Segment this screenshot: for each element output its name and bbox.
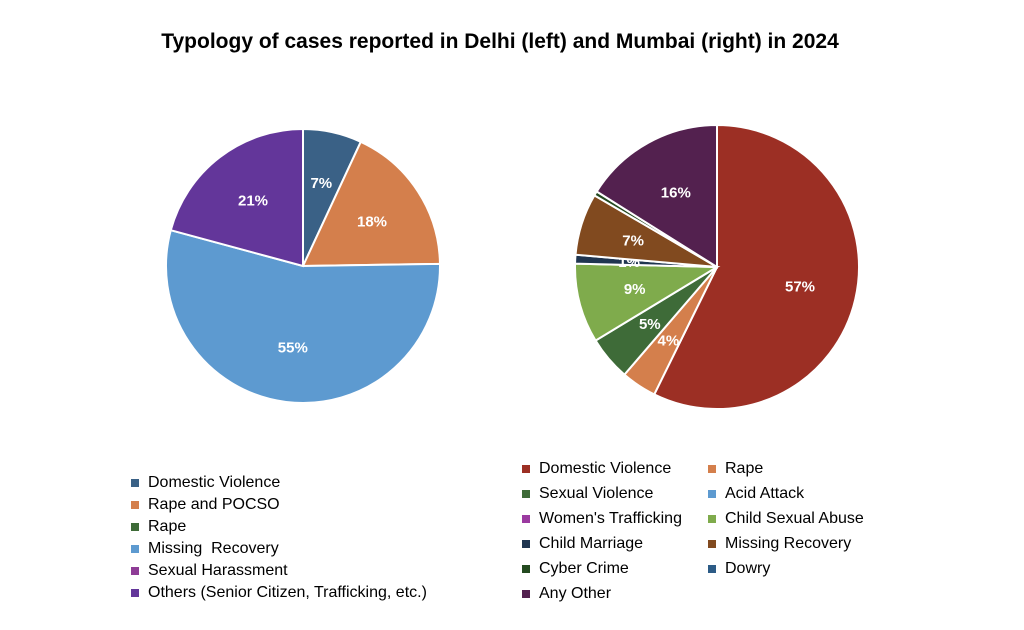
mumbai-slice-10 [595,123,718,269]
mumbai-legend-label-9: Dowry [725,560,771,577]
mumbai-data-label-5: 9% [624,281,646,298]
mumbai-legend-item-9: Dowry [708,558,908,580]
delhi-legend-item-2: Rape [131,516,427,538]
mumbai-legend-swatch-4 [522,515,530,523]
delhi-legend-item-0: Domestic Violence [131,472,427,494]
mumbai-legend-label-3: Acid Attack [725,485,805,502]
mumbai-legend-item-5: Child Sexual Abuse [708,508,908,530]
mumbai-legend-swatch-3 [708,490,716,498]
mumbai-data-label-0: 57% [785,278,815,295]
mumbai-legend-item-7: Missing Recovery [708,533,908,555]
delhi-legend-swatch-2 [131,523,139,531]
delhi-legend-swatch-4 [131,567,139,575]
delhi-slice-1 [301,140,441,268]
mumbai-legend-swatch-1 [708,465,716,473]
delhi-data-label-1: 18% [357,213,387,230]
mumbai-legend-item-2: Sexual Violence [522,483,708,505]
mumbai-legend-item-8: Cyber Crime [522,558,708,580]
delhi-legend-label-3: Missing Recovery [148,540,279,557]
mumbai-legend-label-5: Child Sexual Abuse [725,510,864,527]
mumbai-legend-swatch-9 [708,565,716,573]
mumbai-legend-swatch-2 [522,490,530,498]
delhi-legend-label-4: Sexual Harassment [148,562,288,579]
delhi-legend-label-5: Others (Senior Citizen, Trafficking, etc… [148,584,427,601]
mumbai-data-label-2: 5% [639,316,661,333]
delhi-legend-label-1: Rape and POCSO [148,496,280,513]
mumbai-legend-swatch-8 [522,565,530,573]
delhi-slice-3 [165,228,441,404]
mumbai-legend-item-10: Any Other [522,583,708,605]
mumbai-legend-label-6: Child Marriage [539,535,644,552]
delhi-data-label-0: 7% [310,175,332,192]
delhi-legend: Domestic Violence Rape and POCSO Rape Missi… [131,472,427,604]
delhi-pie: 7% 18% 55% 21% [165,127,441,404]
mumbai-legend-label-2: Sexual Violence [539,485,654,502]
delhi-legend-swatch-0 [131,479,139,487]
delhi-legend-item-4: Sexual Harassment [131,560,427,582]
mumbai-legend-item-0: Domestic Violence [522,458,708,480]
mumbai-legend-label-8: Cyber Crime [539,560,629,577]
mumbai-legend-label-10: Any Other [539,585,612,602]
chart-title: Typology of cases reported in Delhi (lef… [161,30,839,53]
mumbai-legend-label-1: Rape [725,460,764,477]
mumbai-legend-label-0: Domestic Violence [539,460,672,477]
delhi-legend-swatch-5 [131,589,139,597]
mumbai-data-label-1: 4% [658,332,680,349]
delhi-slice-5 [169,127,304,268]
mumbai-legend-label-4: Women's Trafficking [539,510,682,527]
mumbai-legend-swatch-5 [708,515,716,523]
mumbai-data-label-10: 16% [661,184,691,201]
mumbai-pie: 57%4%5%9%1%7%16% [574,123,860,410]
mumbai-legend-item-4: Women's Trafficking [522,508,708,530]
mumbai-legend-item-1: Rape [708,458,908,480]
delhi-legend-label-2: Rape [148,518,187,535]
mumbai-legend-swatch-6 [522,540,530,548]
delhi-data-label-5: 21% [238,193,268,210]
delhi-legend-swatch-1 [131,501,139,509]
mumbai-legend-item-3: Acid Attack [708,483,908,505]
delhi-legend-item-5: Others (Senior Citizen, Trafficking, etc… [131,582,427,604]
delhi-legend-item-1: Rape and POCSO [131,494,427,516]
delhi-legend-item-3: Missing Recovery [131,538,427,560]
mumbai-slice-5 [574,262,721,342]
mumbai-legend-swatch-10 [522,590,530,598]
delhi-legend-label-0: Domestic Violence [148,474,281,491]
mumbai-legend: Domestic Violence Rape Sexual Violence Acid… [522,458,908,605]
mumbai-legend-label-7: Missing Recovery [725,535,852,552]
mumbai-legend-swatch-7 [708,540,716,548]
mumbai-legend-swatch-0 [522,465,530,473]
delhi-legend-swatch-3 [131,545,139,553]
mumbai-data-label-7: 7% [622,232,644,249]
mumbai-legend-item-6: Child Marriage [522,533,708,555]
mumbai-slice-0 [652,123,860,410]
delhi-data-label-3: 55% [278,340,308,357]
